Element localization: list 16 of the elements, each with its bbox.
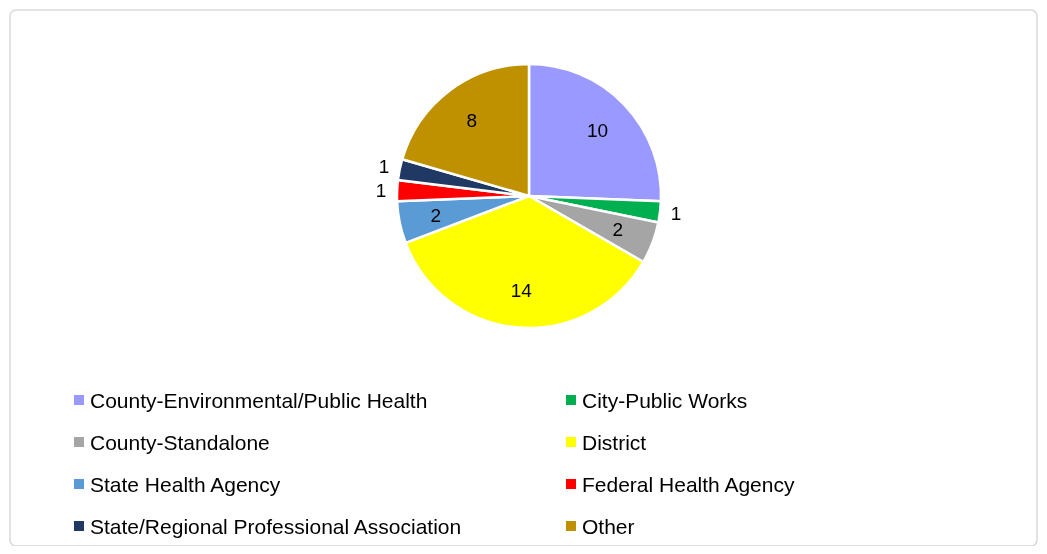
data-label: 1 <box>378 155 390 177</box>
legend-label: Other <box>582 514 635 538</box>
legend-label: City-Public Works <box>582 388 748 412</box>
legend-label: County-Standalone <box>90 430 270 454</box>
legend-label: Federal Health Agency <box>582 472 795 496</box>
data-label: 14 <box>510 280 533 302</box>
data-label: 2 <box>430 204 442 226</box>
legend-label: District <box>582 430 647 454</box>
data-label: 1 <box>670 203 682 225</box>
data-label: 8 <box>466 109 478 131</box>
data-label: 2 <box>612 219 624 241</box>
data-label: 10 <box>586 119 609 141</box>
legend-label: County-Environmental/Public Health <box>90 388 428 412</box>
legend-label: State Health Agency <box>90 472 281 496</box>
data-label: 1 <box>375 179 387 201</box>
legend-label: State/Regional Professional Association <box>90 514 462 538</box>
